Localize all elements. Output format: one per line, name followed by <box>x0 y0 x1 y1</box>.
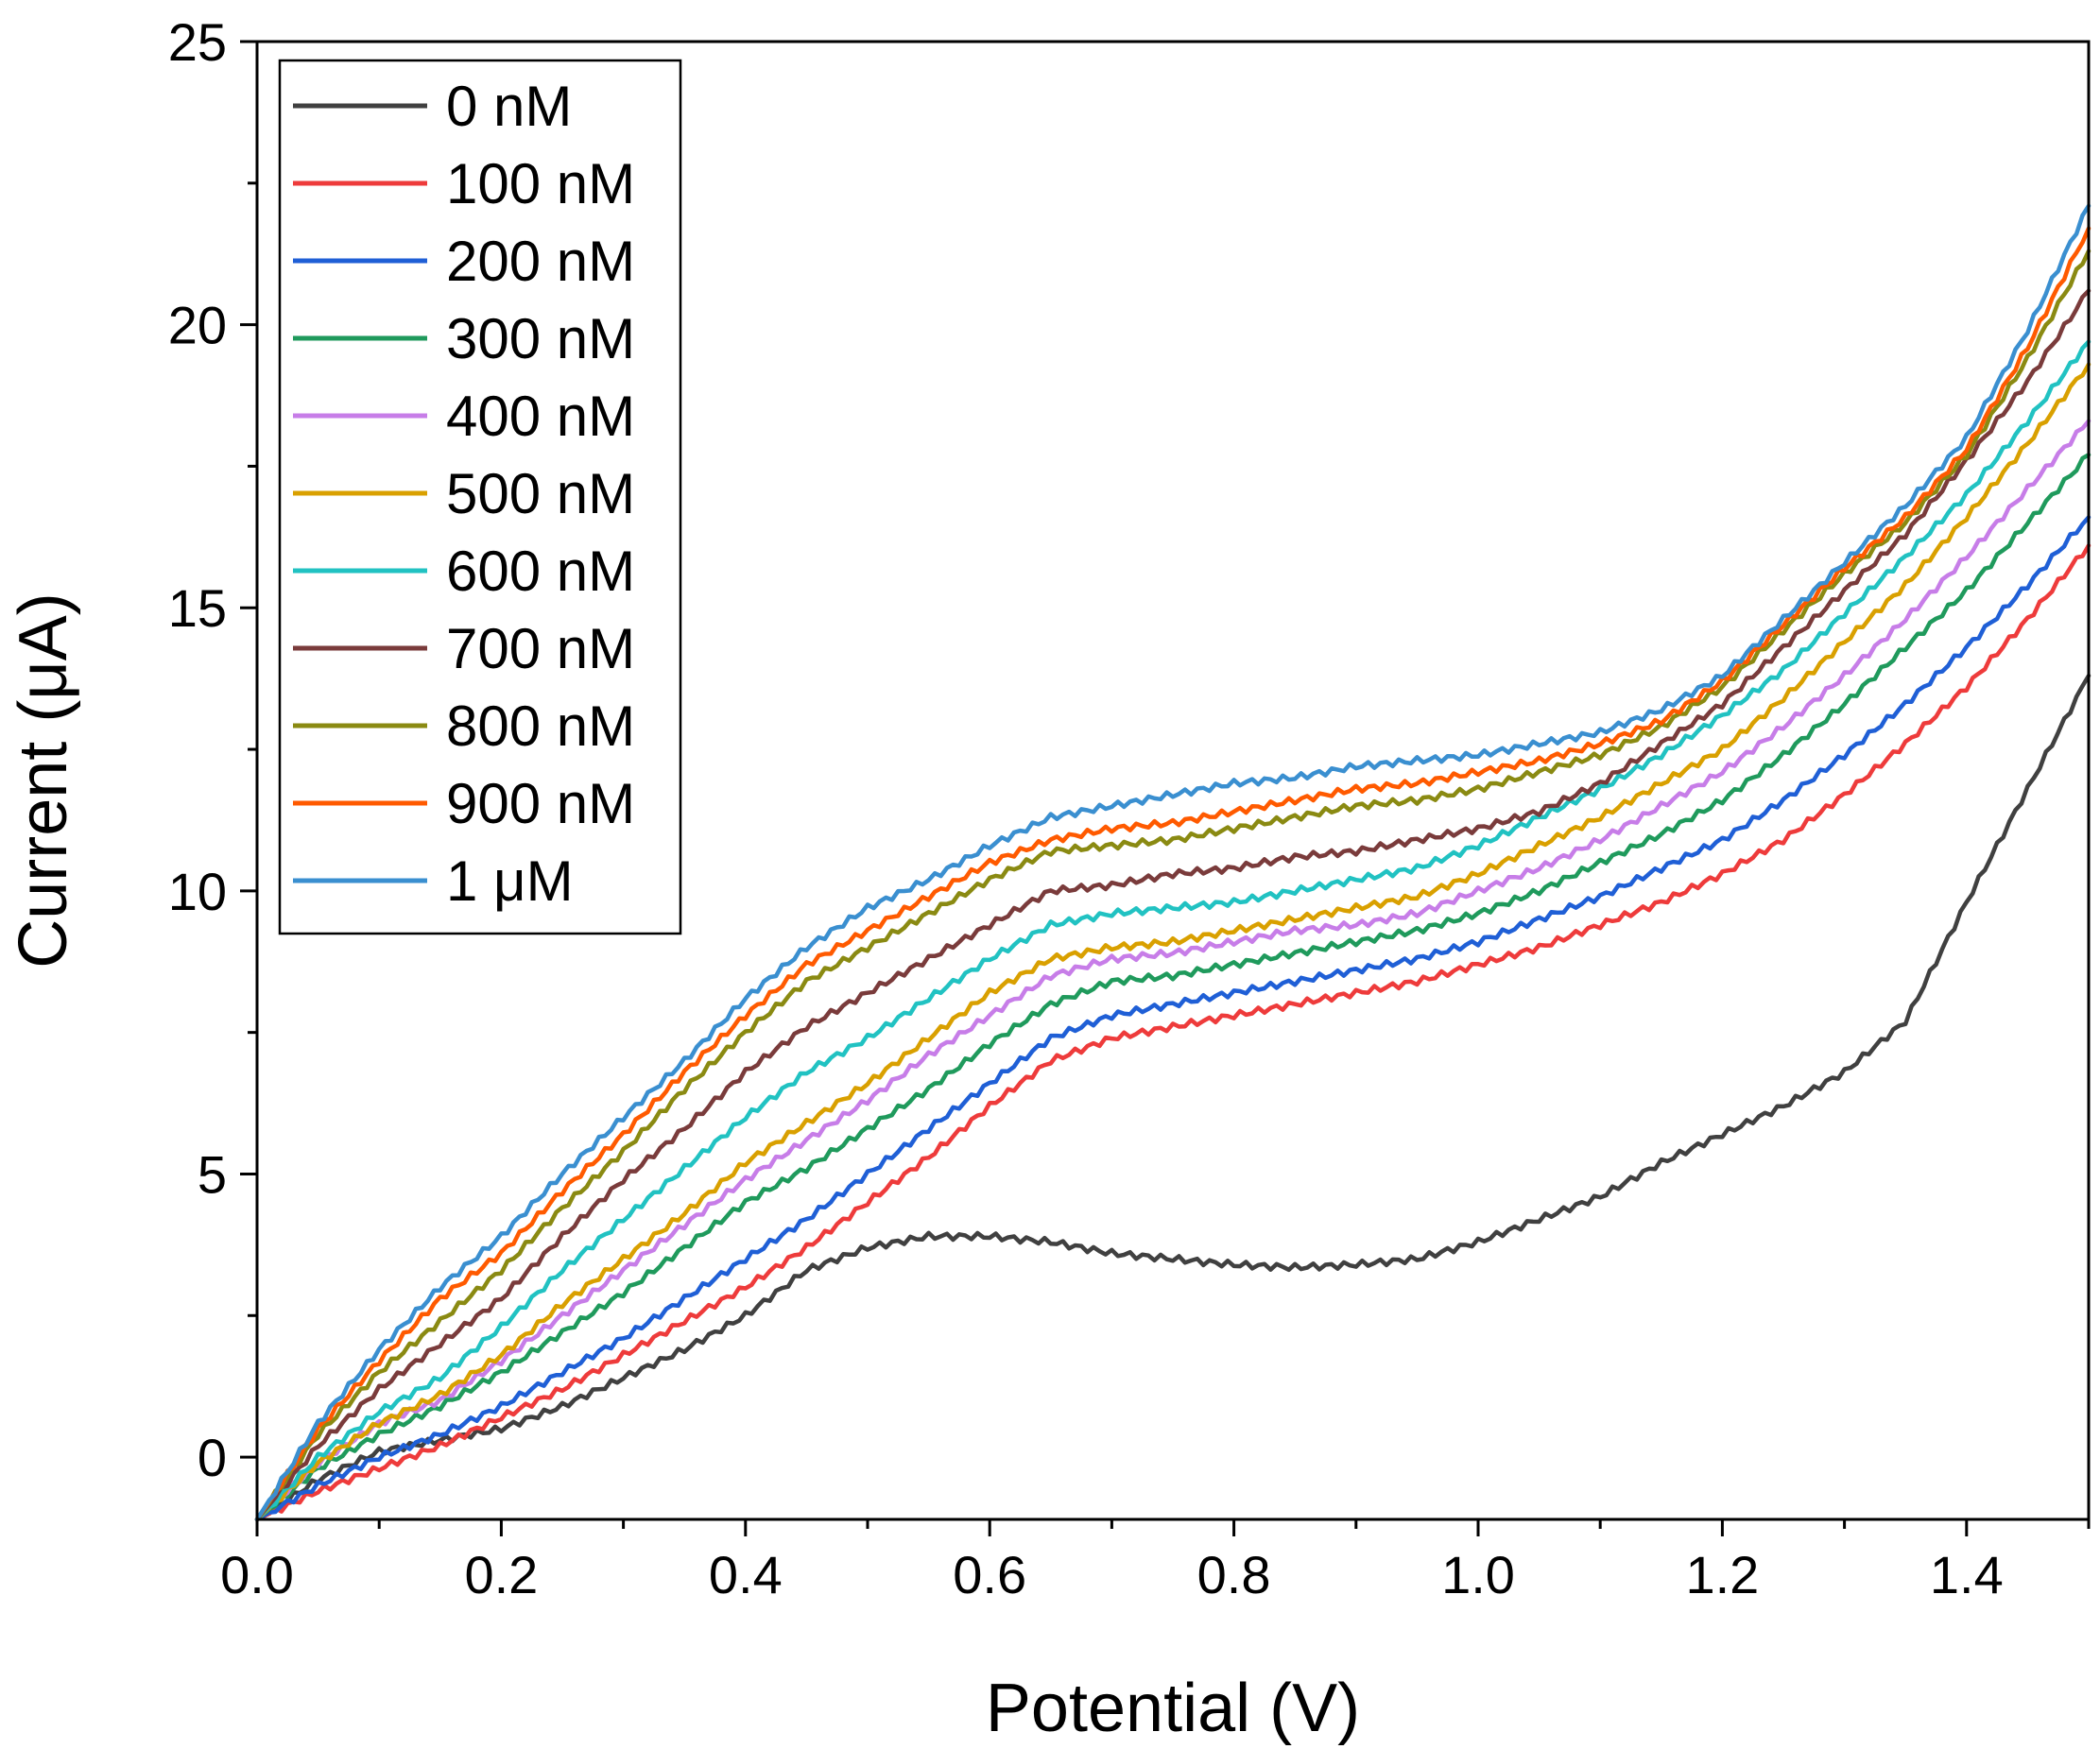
x-tick-label: 0.8 <box>1197 1545 1271 1604</box>
legend: 0 nM 100 nM 200 nM 300 nM 400 nM 500 nM 600 nM… <box>278 59 682 935</box>
legend-label-0: 0 nM <box>446 75 572 138</box>
legend-label-8: 800 nM <box>446 694 635 758</box>
x-tick-label: 0.4 <box>709 1545 783 1604</box>
series-line-4 <box>254 419 2091 1522</box>
y-tick-label: 5 <box>198 1144 227 1204</box>
plot-frame <box>255 40 2091 1521</box>
series-line-6 <box>254 339 2091 1522</box>
y-tick-label: 10 <box>168 862 227 921</box>
series-line-9 <box>254 226 2091 1522</box>
y-tick-label: 0 <box>198 1428 227 1487</box>
legend-label-10: 1 μM <box>446 849 574 913</box>
x-tick-label: 1.0 <box>1441 1545 1515 1604</box>
series-layer <box>254 203 2091 1522</box>
legend-label-1: 100 nM <box>446 152 635 215</box>
x-tick-label: 1.4 <box>1930 1545 2004 1604</box>
legend-label-2: 200 nM <box>446 230 635 293</box>
x-tick-label: 0.6 <box>953 1545 1026 1604</box>
series-line-8 <box>254 249 2091 1522</box>
y-tick-label: 20 <box>168 296 227 355</box>
series-line-0 <box>254 673 2091 1522</box>
legend-label-9: 900 nM <box>446 772 635 835</box>
series-line-2 <box>254 515 2091 1522</box>
legend-label-3: 300 nM <box>446 307 635 370</box>
x-tick-label: 1.2 <box>1685 1545 1759 1604</box>
series-line-7 <box>254 288 2091 1522</box>
ticks-layer: 0.0 0.2 0.4 0.6 0.8 1.0 1.2 1.4 0 5 10 15 20 25 <box>168 12 2091 1604</box>
legend-label-5: 500 nM <box>446 462 635 525</box>
series-line-3 <box>254 453 2091 1522</box>
y-tick-label: 15 <box>168 578 227 638</box>
legend-label-7: 700 nM <box>446 617 635 680</box>
y-tick-label: 25 <box>168 12 227 72</box>
series-line-5 <box>254 362 2091 1522</box>
x-tick-label: 0.2 <box>464 1545 538 1604</box>
legend-label-6: 600 nM <box>446 540 635 603</box>
legend-box <box>278 59 682 935</box>
legend-label-4: 400 nM <box>446 385 635 448</box>
y-axis-title: Current (μA) <box>6 592 81 969</box>
x-tick-label: 0.0 <box>220 1545 294 1604</box>
x-axis-title: Potential (V) <box>986 1671 1360 1746</box>
series-line-10 <box>254 203 2091 1522</box>
series-line-1 <box>254 543 2091 1522</box>
